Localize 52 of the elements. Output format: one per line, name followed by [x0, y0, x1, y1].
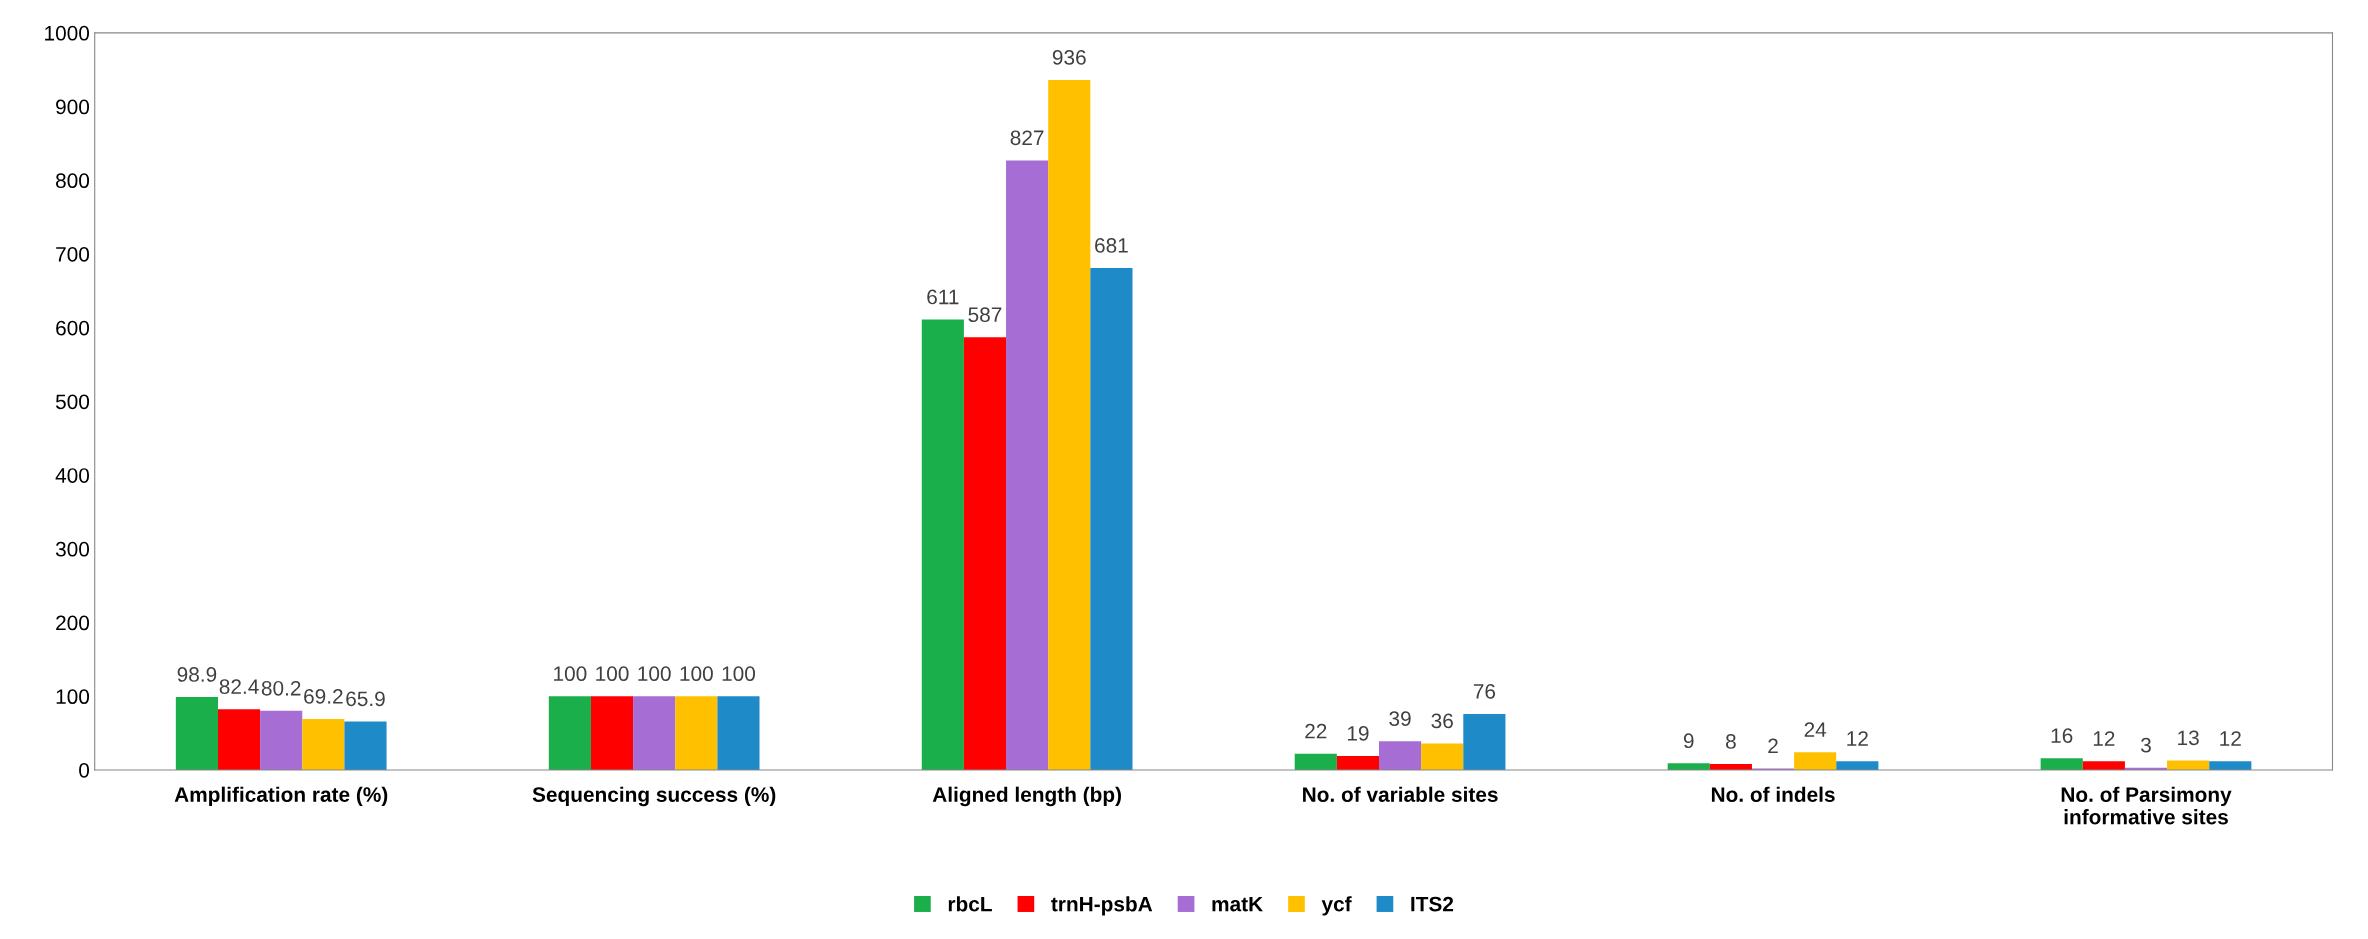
- x-tick-label: No. of Parsimony informative sites: [2061, 786, 2232, 825]
- data-label: 98.9: [177, 667, 217, 682]
- y-tick-label: 600: [56, 320, 90, 336]
- y-tick-label: 700: [56, 247, 90, 262]
- legend-label: rbcL: [948, 896, 992, 912]
- data-label: 12: [2093, 731, 2115, 746]
- data-label: 587: [968, 307, 1002, 323]
- data-label: 936: [1052, 50, 1086, 65]
- x-tick-label: No. of indels: [1711, 786, 1835, 802]
- data-label: 100: [638, 666, 671, 682]
- data-label: 827: [1010, 130, 1044, 146]
- data-label: 22: [1305, 723, 1327, 739]
- x-tick-label: No. of variable sites: [1303, 786, 1498, 802]
- data-label: 16: [2051, 728, 2073, 743]
- legend-label: ycf: [1321, 896, 1352, 916]
- y-tick-label: 1000: [45, 25, 90, 41]
- data-label: 24: [1804, 722, 1827, 737]
- data-label: 611: [927, 289, 959, 305]
- legend-label: matK: [1212, 896, 1263, 912]
- y-tick-label: 200: [56, 615, 90, 631]
- y-tick-label: 900: [56, 99, 90, 115]
- data-label: 19: [1347, 725, 1369, 741]
- data-label: 100: [722, 666, 756, 682]
- data-label: 100: [680, 666, 713, 682]
- data-label: 69.2: [304, 688, 343, 704]
- legend-label: ITS2: [1411, 896, 1454, 912]
- data-label: 80.2: [261, 680, 301, 696]
- data-label: 100: [554, 666, 587, 682]
- data-label: 82.4: [219, 679, 259, 695]
- y-tick-label: 100: [56, 689, 90, 705]
- y-tick-label: 800: [56, 173, 90, 189]
- data-label: 9: [1683, 733, 1694, 749]
- data-label: 39: [1389, 711, 1411, 726]
- y-tick-label: 0: [79, 762, 90, 778]
- x-tick-label: Aligned length (bp): [932, 786, 1121, 807]
- y-tick-label: 300: [55, 541, 90, 557]
- data-label: 3: [2141, 737, 2151, 753]
- x-tick-label: Sequencing success (%): [532, 786, 776, 807]
- x-tick-label: Amplification rate (%): [174, 786, 388, 807]
- data-label: 13: [2178, 730, 2199, 746]
- data-label: 12: [2220, 731, 2241, 746]
- data-label: 2: [1768, 738, 1778, 754]
- data-label: 681: [1095, 238, 1128, 253]
- y-tick-label: 400: [55, 468, 90, 483]
- y-tick-label: 500: [55, 394, 90, 410]
- data-label: 76: [1473, 683, 1496, 699]
- legend-label: trnH-psbA: [1051, 896, 1153, 916]
- data-label: 8: [1726, 734, 1736, 749]
- data-label: 65.9: [346, 691, 385, 707]
- data-label: 36: [1431, 713, 1453, 729]
- data-label: 12: [1847, 731, 1868, 746]
- data-label: 100: [596, 666, 629, 682]
